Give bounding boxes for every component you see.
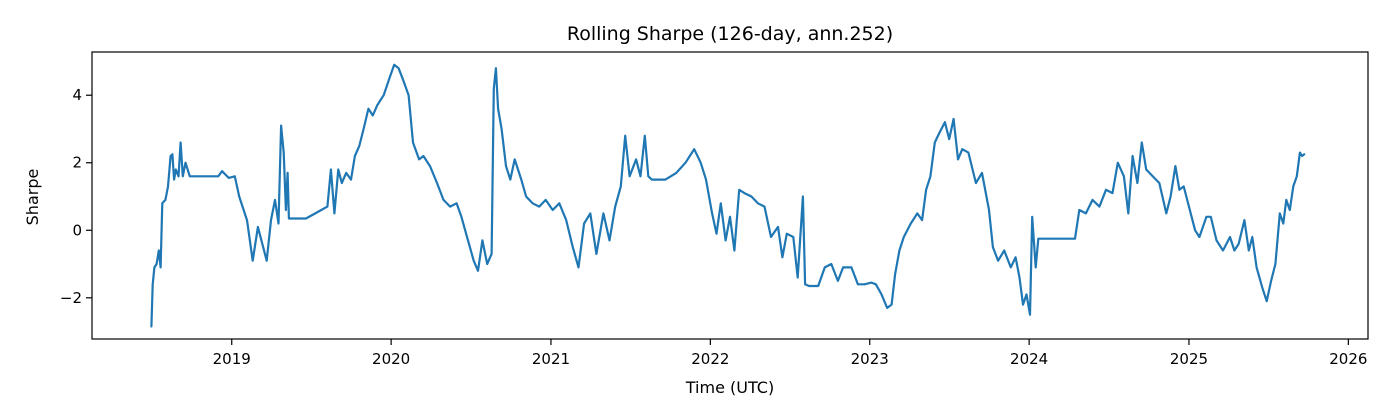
y-axis: −2 0 2 4 (60, 86, 92, 307)
x-tick-label: 2020 (372, 350, 410, 368)
plot-frame (91, 51, 1369, 340)
y-tick-label: 2 (72, 154, 82, 172)
x-axis-title: Time (UTC) (685, 378, 774, 397)
x-tick-label: 2019 (213, 350, 251, 368)
x-axis: 2019 2020 2021 2022 2023 2024 2025 2026 (213, 339, 1367, 368)
x-tick-label: 2022 (691, 350, 729, 368)
y-axis-title: Sharpe (23, 169, 42, 226)
y-tick-label: −2 (60, 289, 82, 307)
y-tick-label: 4 (72, 86, 82, 104)
x-tick-label: 2024 (1010, 350, 1048, 368)
x-tick-label: 2021 (532, 350, 570, 368)
chart-title: Rolling Sharpe (126-day, ann.252) (567, 23, 893, 45)
plot-area (150, 63, 1306, 328)
y-tick-label: 0 (72, 221, 82, 239)
x-tick-label: 2023 (851, 350, 889, 368)
x-tick-label: 2026 (1329, 350, 1367, 368)
x-tick-label: 2025 (1170, 350, 1208, 368)
series-line-0 (150, 63, 1306, 328)
